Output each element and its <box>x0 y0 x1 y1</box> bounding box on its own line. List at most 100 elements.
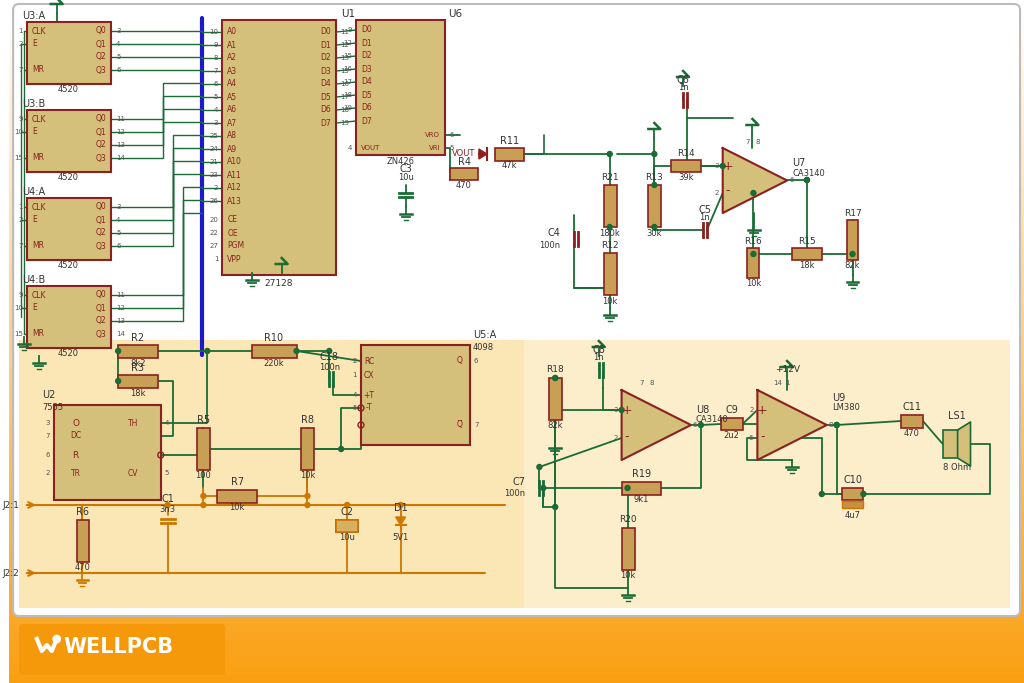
Text: 100n: 100n <box>539 240 560 249</box>
Bar <box>9 60 1024 68</box>
Text: 470: 470 <box>456 180 472 189</box>
Text: 1: 1 <box>784 380 790 386</box>
Text: 6: 6 <box>749 435 754 441</box>
Text: 7: 7 <box>18 243 23 249</box>
Text: U5:A: U5:A <box>473 330 497 340</box>
Bar <box>118 375 158 388</box>
Text: C7: C7 <box>512 477 525 487</box>
Text: 7: 7 <box>18 67 23 73</box>
Bar <box>604 253 616 295</box>
Text: 12: 12 <box>340 42 349 48</box>
Text: CLK: CLK <box>32 290 46 300</box>
Text: 4: 4 <box>116 217 121 223</box>
Text: 10: 10 <box>14 129 23 135</box>
Bar <box>622 482 662 495</box>
Text: 39k: 39k <box>678 173 694 182</box>
Text: Q3: Q3 <box>95 242 106 251</box>
Text: 11: 11 <box>116 292 125 298</box>
Text: 8: 8 <box>214 55 218 61</box>
Text: 3: 3 <box>116 28 121 34</box>
Bar <box>301 428 314 470</box>
Text: 1: 1 <box>352 372 357 378</box>
Bar <box>27 22 112 84</box>
Bar <box>53 405 161 500</box>
Text: R14: R14 <box>677 148 695 158</box>
Text: +: + <box>622 404 632 417</box>
Bar <box>9 290 1024 299</box>
Bar <box>622 528 635 570</box>
Polygon shape <box>395 517 406 525</box>
Text: 25: 25 <box>210 133 218 139</box>
Text: Q0: Q0 <box>95 202 106 212</box>
Text: 27128: 27128 <box>264 279 293 288</box>
Text: Q0: Q0 <box>95 290 106 300</box>
Circle shape <box>541 486 546 490</box>
Bar <box>9 427 1024 436</box>
Text: 13: 13 <box>340 55 349 61</box>
Text: 100n: 100n <box>505 490 525 499</box>
Bar <box>9 581 1024 589</box>
Text: Q2: Q2 <box>95 229 106 238</box>
Text: 26: 26 <box>209 198 218 204</box>
Text: D1: D1 <box>361 38 372 48</box>
Text: C11: C11 <box>902 402 922 412</box>
Bar <box>9 17 1024 26</box>
Bar <box>9 478 1024 486</box>
Text: 4520: 4520 <box>58 350 79 359</box>
Bar <box>9 410 1024 418</box>
Text: 13: 13 <box>116 142 125 148</box>
Bar <box>9 641 1024 649</box>
Bar <box>9 333 1024 342</box>
Text: 1: 1 <box>18 204 23 210</box>
Text: 8: 8 <box>649 380 653 386</box>
Circle shape <box>607 152 612 156</box>
Text: D3: D3 <box>321 66 331 76</box>
Bar <box>27 286 112 348</box>
Text: 10: 10 <box>14 305 23 311</box>
Text: Q0: Q0 <box>95 27 106 36</box>
Text: R11: R11 <box>500 136 519 146</box>
Bar <box>9 180 1024 188</box>
Text: 1: 1 <box>18 28 23 34</box>
Bar <box>9 495 1024 503</box>
Text: 1n: 1n <box>594 354 604 363</box>
Text: 17: 17 <box>340 94 349 100</box>
Circle shape <box>751 251 756 257</box>
Text: D0: D0 <box>361 25 372 35</box>
Bar <box>9 589 1024 598</box>
Text: D6: D6 <box>321 105 331 115</box>
Text: CV: CV <box>128 469 138 477</box>
Text: 15: 15 <box>343 53 352 59</box>
Text: C4: C4 <box>547 228 560 238</box>
Text: U3:B: U3:B <box>22 99 45 109</box>
Text: U4:B: U4:B <box>22 275 45 285</box>
Text: 5: 5 <box>450 145 454 151</box>
Circle shape <box>345 503 349 507</box>
Text: WELLPCB: WELLPCB <box>63 637 174 657</box>
Text: A1: A1 <box>227 40 238 49</box>
Bar <box>9 632 1024 641</box>
Bar <box>901 415 923 428</box>
Bar <box>842 488 863 500</box>
Bar <box>9 34 1024 42</box>
Bar <box>9 436 1024 444</box>
Text: Q1: Q1 <box>95 40 106 48</box>
Circle shape <box>861 492 866 497</box>
Bar <box>9 393 1024 401</box>
Text: 21: 21 <box>209 159 218 165</box>
Text: 470: 470 <box>75 563 90 572</box>
Text: R6: R6 <box>76 507 89 517</box>
Text: 18k: 18k <box>799 260 815 270</box>
Text: 2: 2 <box>18 217 23 223</box>
Text: 3: 3 <box>715 163 719 169</box>
Bar <box>9 0 1024 8</box>
Bar <box>217 490 257 503</box>
Circle shape <box>201 494 206 499</box>
Bar <box>9 154 1024 162</box>
Bar <box>118 345 158 358</box>
Bar <box>9 666 1024 674</box>
Text: 10k: 10k <box>602 296 617 305</box>
Polygon shape <box>758 390 826 460</box>
Text: 14: 14 <box>116 331 125 337</box>
Circle shape <box>553 505 558 510</box>
